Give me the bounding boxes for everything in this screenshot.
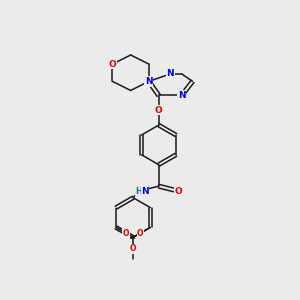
Text: N: N (167, 70, 174, 78)
Text: N: N (145, 77, 153, 86)
Text: O: O (155, 106, 163, 115)
Text: N: N (141, 187, 148, 196)
Text: H: H (136, 187, 142, 196)
Text: O: O (130, 244, 136, 253)
Text: O: O (123, 229, 129, 238)
Text: N: N (178, 91, 186, 100)
Text: O: O (175, 187, 182, 196)
Text: O: O (137, 229, 143, 238)
Text: O: O (109, 60, 116, 69)
